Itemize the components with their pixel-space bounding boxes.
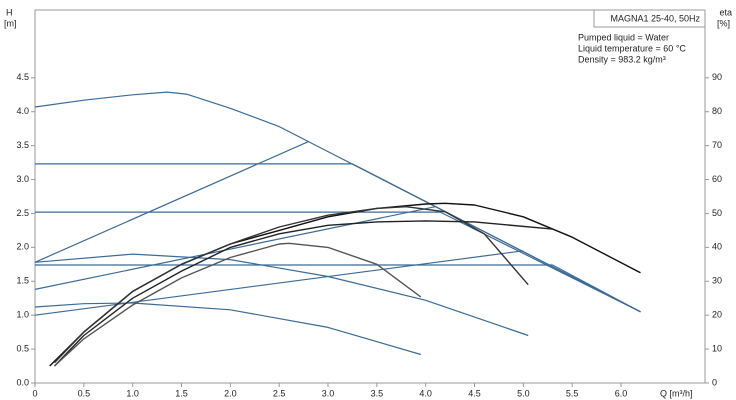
x-tick-label: 6.0 xyxy=(615,388,628,398)
note: Pumped liquid = Water xyxy=(578,32,669,42)
x-tick-label: 1.0 xyxy=(126,388,139,398)
curve xyxy=(34,250,524,316)
y2-tick-label: 0 xyxy=(712,377,717,387)
x-tick-label: 5.0 xyxy=(517,388,530,398)
y2-tick-label: 70 xyxy=(712,140,722,150)
curve xyxy=(35,211,641,313)
x-tick-label: 3.0 xyxy=(322,388,335,398)
x-tick-label: 0 xyxy=(32,388,37,398)
x-axis-label: Q [m³/h] xyxy=(660,388,693,398)
curve xyxy=(35,163,641,313)
curve xyxy=(53,206,529,364)
curve xyxy=(34,91,641,313)
y-tick-label: 4.5 xyxy=(16,72,29,82)
curve xyxy=(54,242,422,367)
x-tick-label: 2.0 xyxy=(224,388,237,398)
y-tick-label: 0.5 xyxy=(16,343,29,353)
x-tick-label: 2.5 xyxy=(273,388,286,398)
y-tick-label: 3.5 xyxy=(16,140,29,150)
y-tick-label: 4.0 xyxy=(16,106,29,116)
x-tick-label: 0.5 xyxy=(78,388,91,398)
y2-tick-label: 10 xyxy=(712,343,722,353)
y2-tick-label: 30 xyxy=(712,276,722,286)
y2-tick-label: 80 xyxy=(712,106,722,116)
y-tick-label: 0.0 xyxy=(16,377,29,387)
y2-tick-label: 20 xyxy=(712,310,722,320)
curve xyxy=(49,202,641,367)
y2-tick-label: 90 xyxy=(712,72,722,82)
y2-axis-label: eta xyxy=(719,7,732,17)
curve xyxy=(34,253,529,337)
curve xyxy=(34,206,436,290)
note: Density = 983.2 kg/m³ xyxy=(578,54,666,64)
y2-tick-label: 40 xyxy=(712,242,722,252)
y2-axis-unit: [%] xyxy=(717,18,730,28)
y-tick-label: 1.5 xyxy=(16,276,29,286)
curve xyxy=(53,220,553,367)
y-axis-unit: [m] xyxy=(4,18,17,28)
curve xyxy=(35,264,641,313)
note: Liquid temperature = 60 °C xyxy=(578,43,686,53)
x-tick-label: 1.5 xyxy=(175,388,188,398)
y2-tick-label: 50 xyxy=(712,208,722,218)
y2-tick-label: 60 xyxy=(712,174,722,184)
curve xyxy=(34,302,421,356)
y-tick-label: 3.0 xyxy=(16,174,29,184)
model-box xyxy=(593,9,706,28)
curve xyxy=(34,141,309,263)
x-tick-label: 4.5 xyxy=(468,388,481,398)
y-tick-label: 2.0 xyxy=(16,242,29,252)
x-tick-label: 5.5 xyxy=(566,388,579,398)
y-tick-label: 1.0 xyxy=(16,310,29,320)
x-tick-label: 3.5 xyxy=(371,388,384,398)
plot-frame xyxy=(34,9,706,384)
y-tick-label: 2.5 xyxy=(16,208,29,218)
x-tick-label: 4.0 xyxy=(419,388,432,398)
y-axis-label: H xyxy=(6,7,13,17)
model-name: MAGNA1 25-40, 50Hz xyxy=(610,13,700,23)
